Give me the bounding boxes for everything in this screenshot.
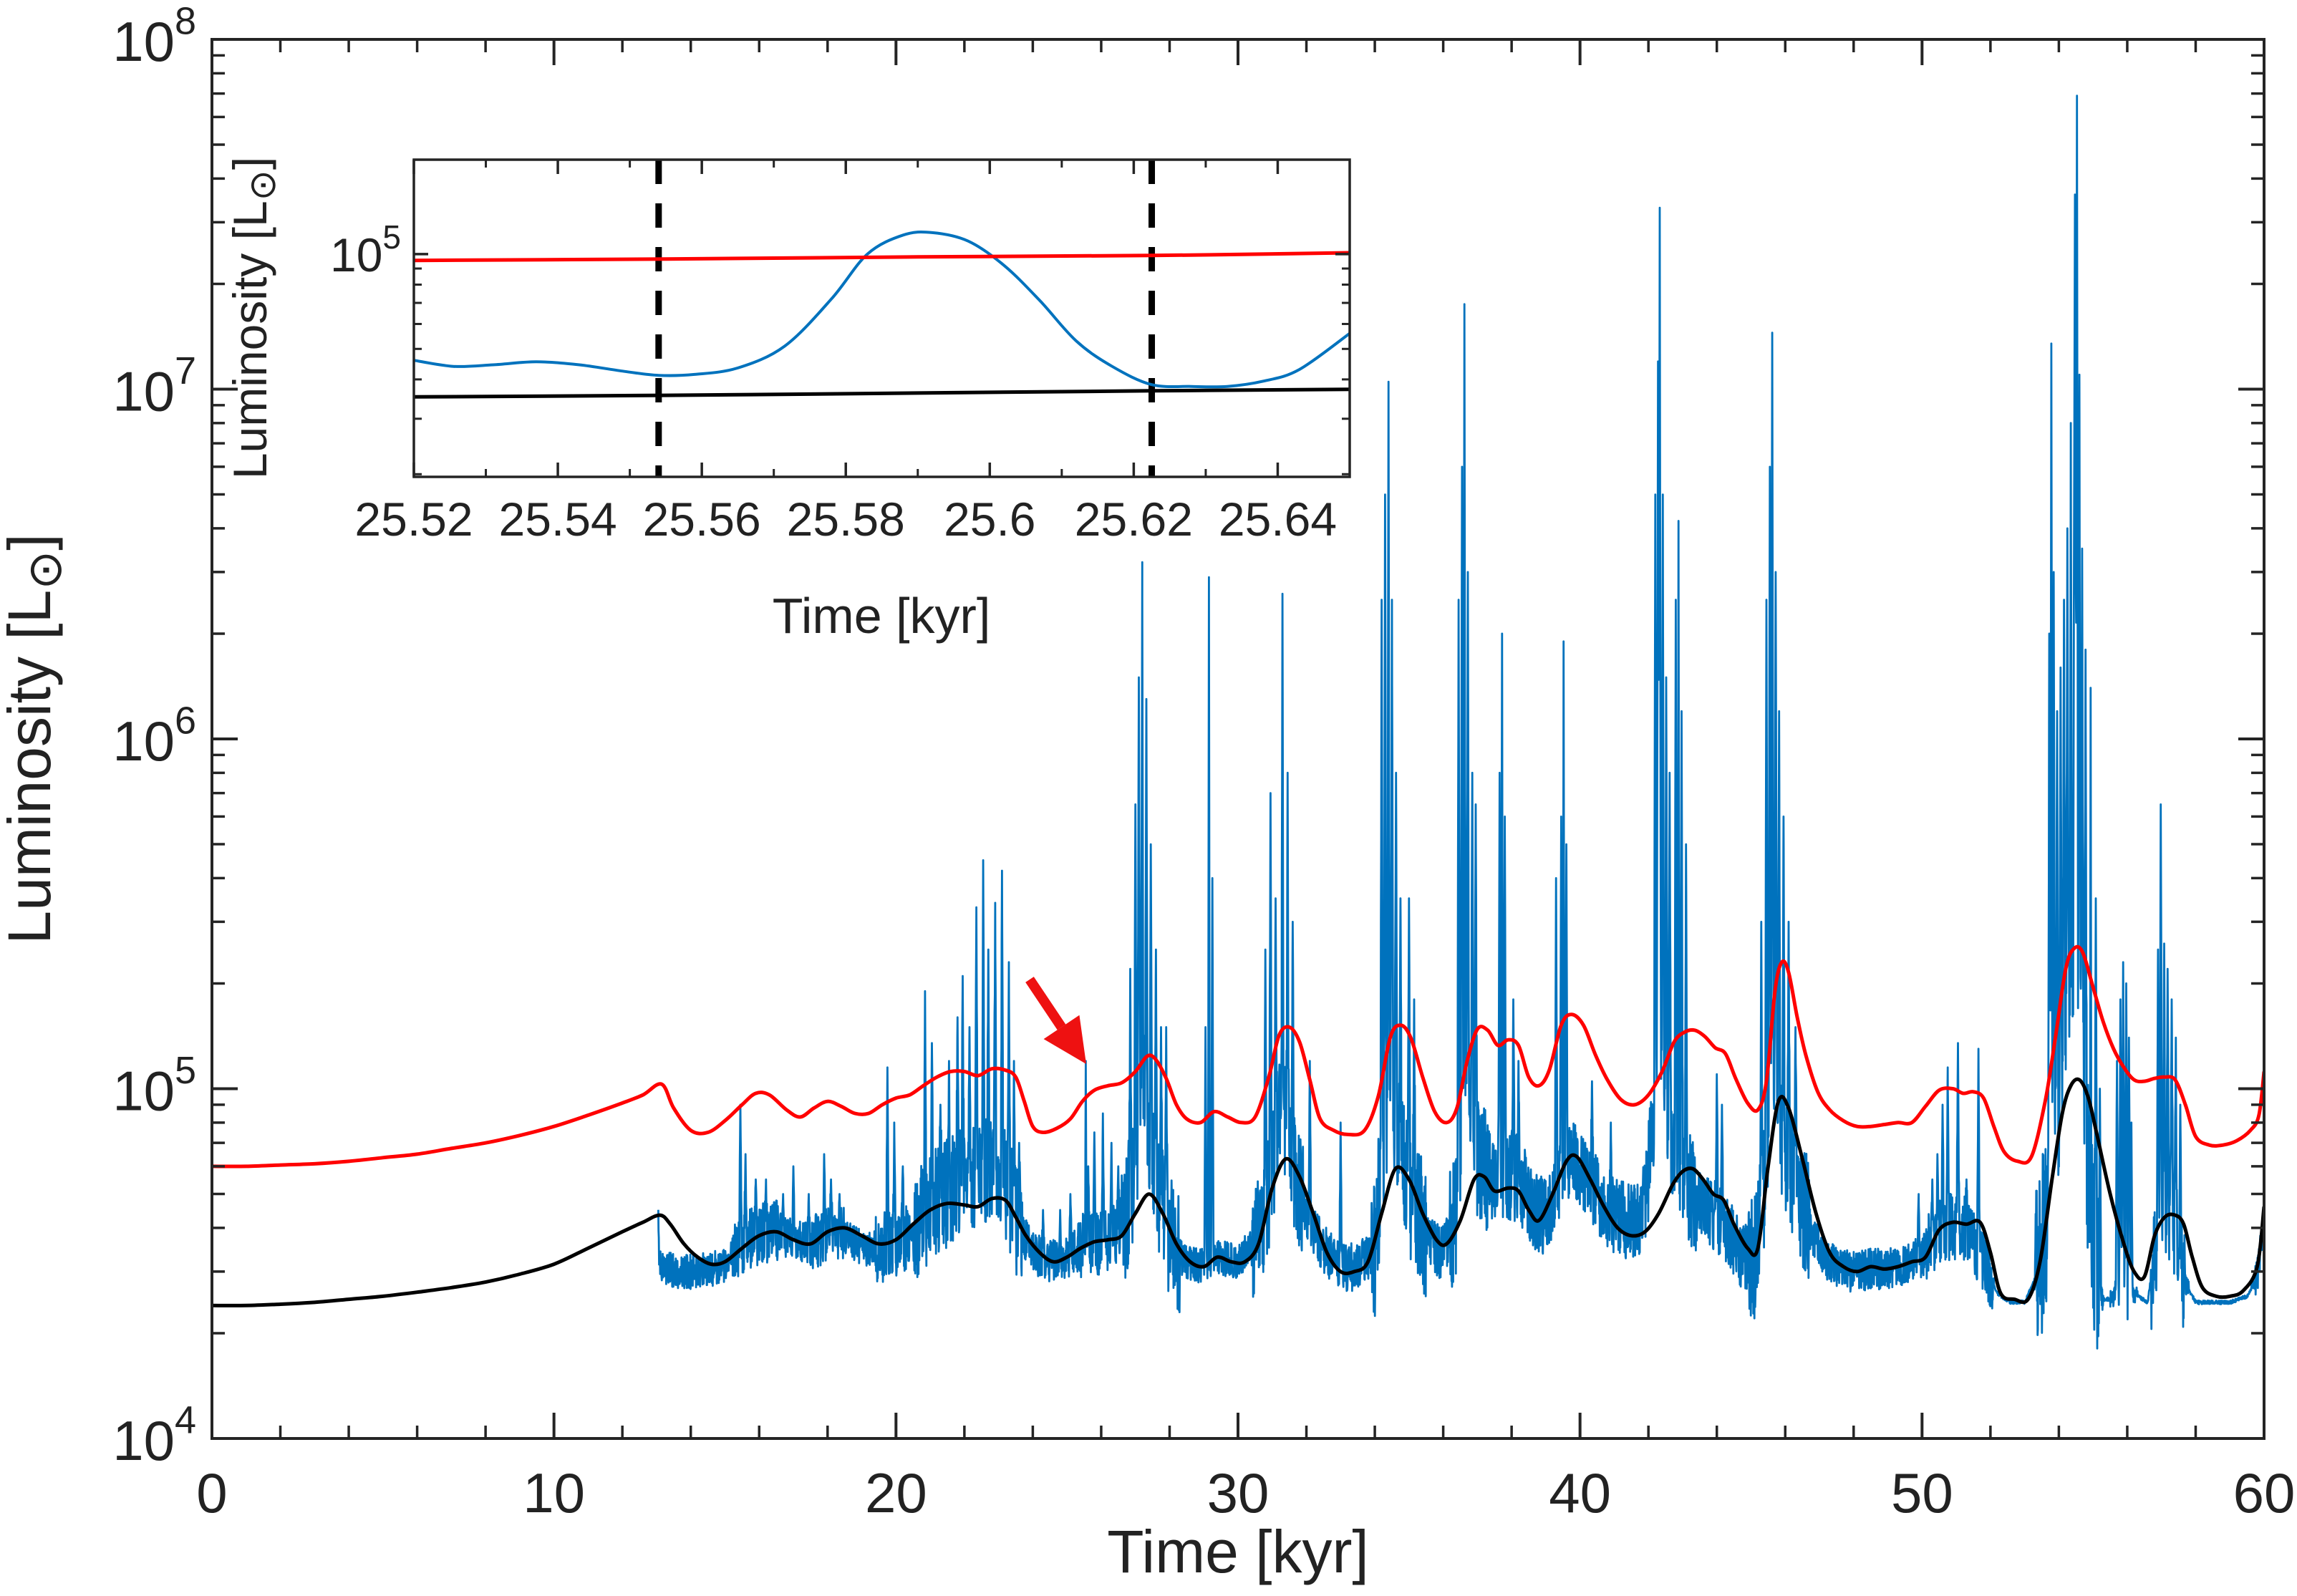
main-axes-group: 0 10 20 30 40 50 60 104 105 106 107 108	[112, 0, 2295, 1524]
x-tick-label: 50	[1891, 1461, 1953, 1524]
main-red-envelope-line	[212, 944, 2264, 1169]
y-tick-label: 105	[112, 1049, 196, 1122]
y-tick-label: 106	[112, 700, 196, 773]
inset-blue-line	[414, 231, 1350, 389]
x-tick-label: 40	[1549, 1461, 1611, 1524]
inset-background	[412, 158, 1351, 478]
main-x-axis-label: Time [kyr]	[1107, 1518, 1369, 1585]
annotation-arrow	[1025, 977, 1086, 1064]
y-tick-label: 108	[112, 0, 196, 73]
main-blue-luminosity-line	[657, 95, 2264, 1350]
inset-curves	[414, 160, 1350, 477]
inset-x-tick-label: 25.64	[1219, 493, 1337, 546]
x-tick-label: 10	[523, 1461, 585, 1524]
inset-y-tick-label: 105	[330, 218, 401, 281]
main-y-axis-label: Luminosity [L⊙]	[0, 533, 71, 944]
inset-x-tick-label: 25.52	[354, 493, 473, 546]
x-tick-label: 0	[196, 1461, 227, 1524]
x-tick-label: 30	[1207, 1461, 1270, 1524]
inset-x-tick-label: 25.54	[498, 493, 616, 546]
y-tick-label: 104	[112, 1399, 196, 1472]
x-tick-label: 20	[865, 1461, 927, 1524]
y-tick-label: 107	[112, 349, 196, 422]
inset-black-line	[414, 387, 1350, 399]
axes-box	[412, 158, 1351, 478]
inset-red-line	[414, 251, 1350, 263]
main-curves	[212, 95, 2264, 1350]
x-tick-label: 60	[2233, 1461, 2296, 1524]
inset-y-axis-label: Luminosity [L⊙]	[223, 157, 283, 479]
inset-x-tick-label: 25.62	[1075, 493, 1193, 546]
inset-x-axis-label: Time [kyr]	[773, 588, 991, 644]
arrow-head	[1043, 1015, 1086, 1064]
main-black-envelope-line	[212, 1077, 2264, 1307]
inset-x-tick-label: 25.58	[787, 493, 905, 546]
arrow-shaft	[1025, 977, 1066, 1030]
inset-x-tick-label: 25.6	[944, 493, 1035, 546]
inset-x-tick-label: 25.56	[643, 493, 761, 546]
inset-axes-group: 25.52 25.54 25.56 25.58 25.6 25.62 25.64 105	[330, 158, 1351, 546]
